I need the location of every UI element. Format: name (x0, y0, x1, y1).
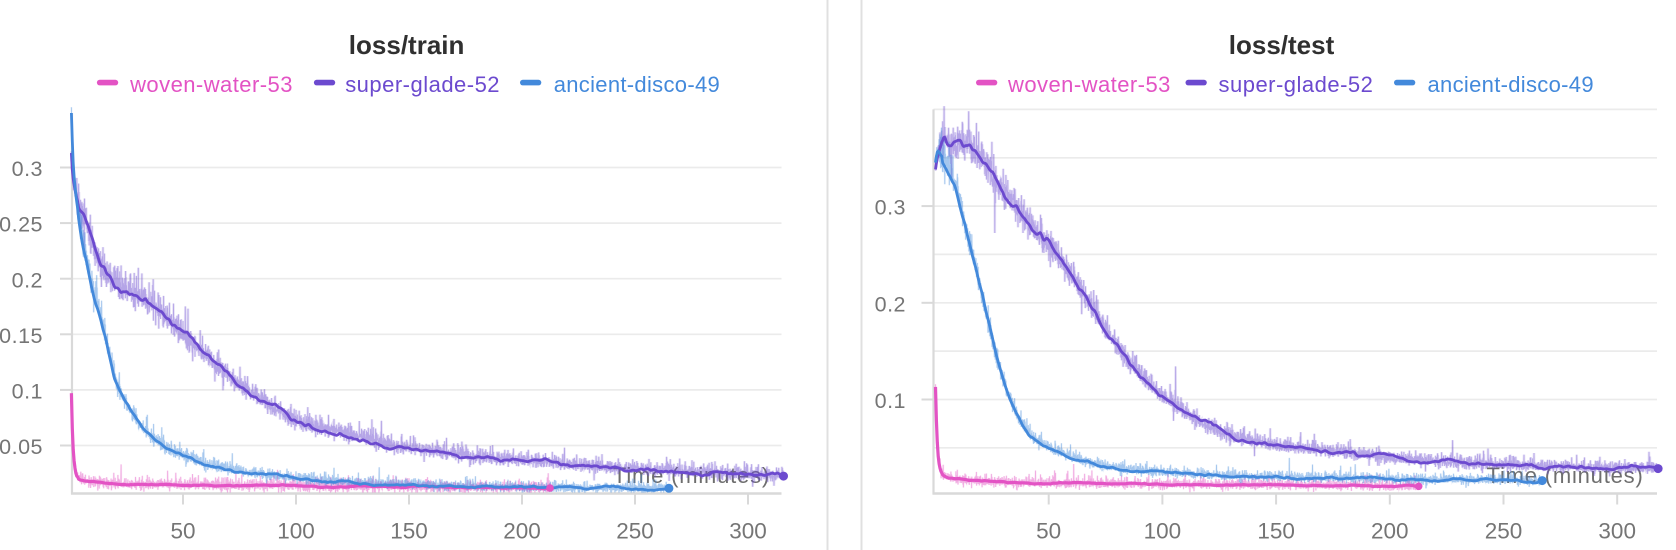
svg-text:150: 150 (1257, 519, 1295, 544)
svg-text:ancient-disco-49: ancient-disco-49 (1428, 72, 1594, 97)
svg-text:woven-water-53: woven-water-53 (1007, 72, 1171, 97)
svg-text:loss/train: loss/train (349, 30, 465, 60)
svg-text:250: 250 (1485, 519, 1523, 544)
svg-text:200: 200 (1371, 519, 1409, 544)
svg-text:100: 100 (277, 519, 315, 544)
svg-text:woven-water-53: woven-water-53 (129, 72, 293, 97)
svg-text:super-glade-52: super-glade-52 (345, 72, 500, 97)
svg-text:0.3: 0.3 (12, 157, 43, 181)
svg-text:50: 50 (170, 519, 195, 544)
svg-text:150: 150 (390, 519, 428, 544)
svg-text:0.1: 0.1 (875, 389, 906, 413)
svg-text:ancient-disco-49: ancient-disco-49 (554, 72, 720, 97)
svg-text:0.15: 0.15 (0, 324, 43, 348)
svg-text:200: 200 (503, 519, 541, 544)
svg-text:0.1: 0.1 (12, 380, 43, 404)
svg-text:0.3: 0.3 (875, 196, 906, 220)
svg-text:300: 300 (1598, 519, 1636, 544)
svg-text:50: 50 (1036, 519, 1061, 544)
svg-text:250: 250 (616, 519, 654, 544)
svg-text:0.2: 0.2 (875, 292, 906, 316)
svg-text:300: 300 (729, 519, 767, 544)
svg-text:loss/test: loss/test (1229, 30, 1335, 60)
svg-text:super-glade-52: super-glade-52 (1219, 72, 1374, 97)
svg-text:0.2: 0.2 (12, 268, 43, 292)
svg-text:100: 100 (1144, 519, 1182, 544)
svg-text:0.05: 0.05 (0, 435, 43, 459)
svg-text:0.25: 0.25 (0, 213, 43, 237)
